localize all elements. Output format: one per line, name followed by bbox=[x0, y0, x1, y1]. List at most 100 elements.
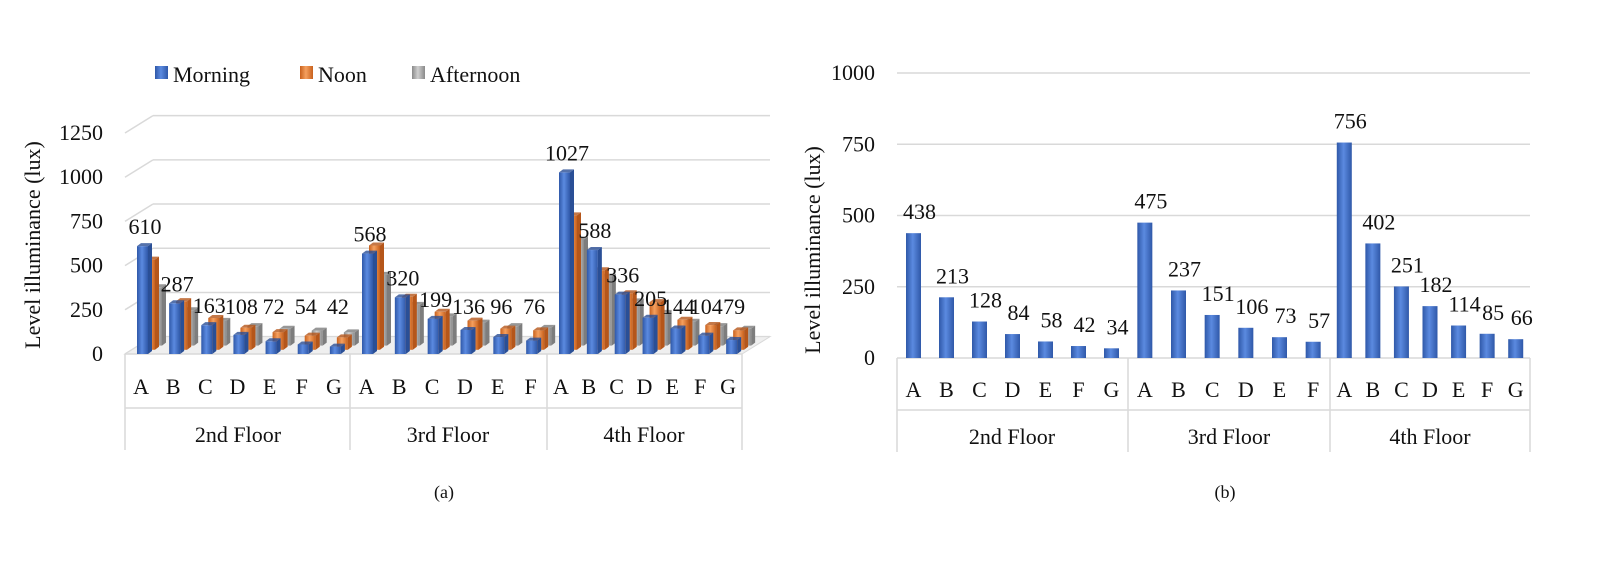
panel-label-a: (a) bbox=[434, 482, 454, 503]
x-tick-label: A bbox=[1336, 377, 1352, 402]
bar-top bbox=[670, 325, 686, 329]
x-tick-label: E bbox=[491, 374, 504, 399]
bar-top bbox=[137, 243, 152, 247]
x-tick-label: B bbox=[939, 377, 954, 402]
x-tick-label: F bbox=[1307, 377, 1319, 402]
bar-side bbox=[251, 324, 256, 350]
bar-top bbox=[649, 299, 665, 303]
data-label: 182 bbox=[1420, 272, 1453, 297]
chart-b-y-axis-label: Level illuminance (lux) bbox=[800, 146, 825, 354]
bar-top bbox=[500, 325, 516, 329]
data-label: 402 bbox=[1362, 209, 1395, 234]
group-label: 4th Floor bbox=[1389, 424, 1471, 449]
bar-morning bbox=[265, 341, 277, 354]
bar-side bbox=[485, 319, 490, 346]
bar-side bbox=[570, 169, 574, 354]
x-tick-label: E bbox=[1452, 377, 1465, 402]
data-label: 73 bbox=[1275, 303, 1297, 328]
bar-side bbox=[445, 308, 450, 350]
bar-top bbox=[493, 334, 509, 338]
data-label: 57 bbox=[1308, 308, 1330, 333]
data-label: 106 bbox=[1235, 294, 1268, 319]
x-tick-label: G bbox=[326, 374, 342, 399]
data-label: 568 bbox=[354, 222, 387, 247]
bar-side bbox=[212, 322, 217, 354]
bar-side bbox=[258, 323, 263, 346]
bar-illuminance bbox=[1038, 341, 1053, 358]
x-tick-label: E bbox=[263, 374, 276, 399]
legend-swatch-afternoon bbox=[412, 66, 425, 79]
bar-top bbox=[677, 316, 693, 320]
data-label: 76 bbox=[523, 294, 545, 319]
x-tick-label: F bbox=[296, 374, 308, 399]
legend-item-afternoon: Afternoon bbox=[412, 62, 520, 87]
group-label: 4th Floor bbox=[603, 422, 685, 447]
bar-top bbox=[698, 332, 714, 336]
bar-morning bbox=[493, 337, 505, 354]
bar-side bbox=[380, 242, 384, 350]
x-tick-label: A bbox=[553, 374, 569, 399]
data-label: 205 bbox=[634, 286, 667, 311]
data-label: 104 bbox=[690, 294, 723, 319]
gridline-depth bbox=[124, 115, 154, 134]
bar-top bbox=[586, 247, 602, 251]
bar-side bbox=[354, 329, 359, 346]
bar-side bbox=[471, 326, 476, 354]
chart-a: Level illuminance (lux) 0 250 500 750 1000 12… bbox=[20, 114, 772, 450]
x-tick-label: F bbox=[524, 374, 536, 399]
bar-side bbox=[194, 307, 199, 346]
bar-side bbox=[162, 284, 166, 346]
legend-item-noon: Noon bbox=[300, 62, 367, 87]
bar-top bbox=[733, 327, 749, 331]
bar-top bbox=[434, 308, 450, 312]
bar-top bbox=[208, 314, 224, 318]
x-tick-label: C bbox=[1394, 377, 1409, 402]
bar-top bbox=[507, 323, 523, 327]
x-tick-label: F bbox=[1072, 377, 1084, 402]
bar-top bbox=[369, 242, 384, 246]
bar-illuminance bbox=[1393, 286, 1409, 358]
group-label: 2nd Floor bbox=[969, 424, 1056, 449]
bar-top bbox=[394, 294, 410, 298]
bar-side bbox=[308, 341, 313, 354]
bar-morning bbox=[394, 297, 406, 354]
y-tick-label: 1250 bbox=[59, 120, 103, 145]
bar-morning bbox=[726, 340, 738, 354]
bar-top bbox=[427, 315, 443, 319]
data-label: 66 bbox=[1511, 305, 1533, 330]
data-label: 251 bbox=[1391, 252, 1424, 277]
data-label: 136 bbox=[452, 294, 485, 319]
legend-swatch-noon bbox=[300, 66, 313, 79]
data-label: 42 bbox=[1074, 312, 1096, 337]
bar-morning bbox=[201, 325, 213, 354]
data-label: 96 bbox=[490, 294, 512, 319]
bar-morning bbox=[233, 334, 245, 354]
x-tick-label: A bbox=[1137, 377, 1153, 402]
bar-side bbox=[180, 300, 185, 354]
bar-illuminance bbox=[1365, 243, 1381, 358]
bar-top bbox=[343, 329, 359, 333]
data-label: 79 bbox=[723, 294, 745, 319]
bar-side bbox=[688, 316, 693, 350]
bar-illuminance bbox=[1204, 314, 1220, 358]
bar-side bbox=[681, 325, 686, 354]
bar-side bbox=[148, 243, 152, 354]
bar-top bbox=[201, 322, 217, 326]
bar-top bbox=[705, 322, 721, 326]
bar-top bbox=[240, 324, 256, 328]
data-label: 34 bbox=[1107, 314, 1129, 339]
bar-morning bbox=[460, 329, 472, 354]
data-label: 72 bbox=[263, 294, 285, 319]
x-tick-label: A bbox=[906, 377, 922, 402]
bar-illuminance bbox=[939, 297, 954, 358]
bar-side bbox=[315, 332, 320, 350]
bar-top bbox=[460, 326, 476, 330]
bar-morning bbox=[362, 253, 373, 354]
bar-top bbox=[540, 324, 556, 328]
bar-side bbox=[511, 325, 516, 350]
data-label: 54 bbox=[295, 294, 317, 319]
bar-top bbox=[614, 291, 630, 295]
legend-label-noon: Noon bbox=[318, 62, 367, 87]
x-tick-label: D bbox=[457, 374, 473, 399]
